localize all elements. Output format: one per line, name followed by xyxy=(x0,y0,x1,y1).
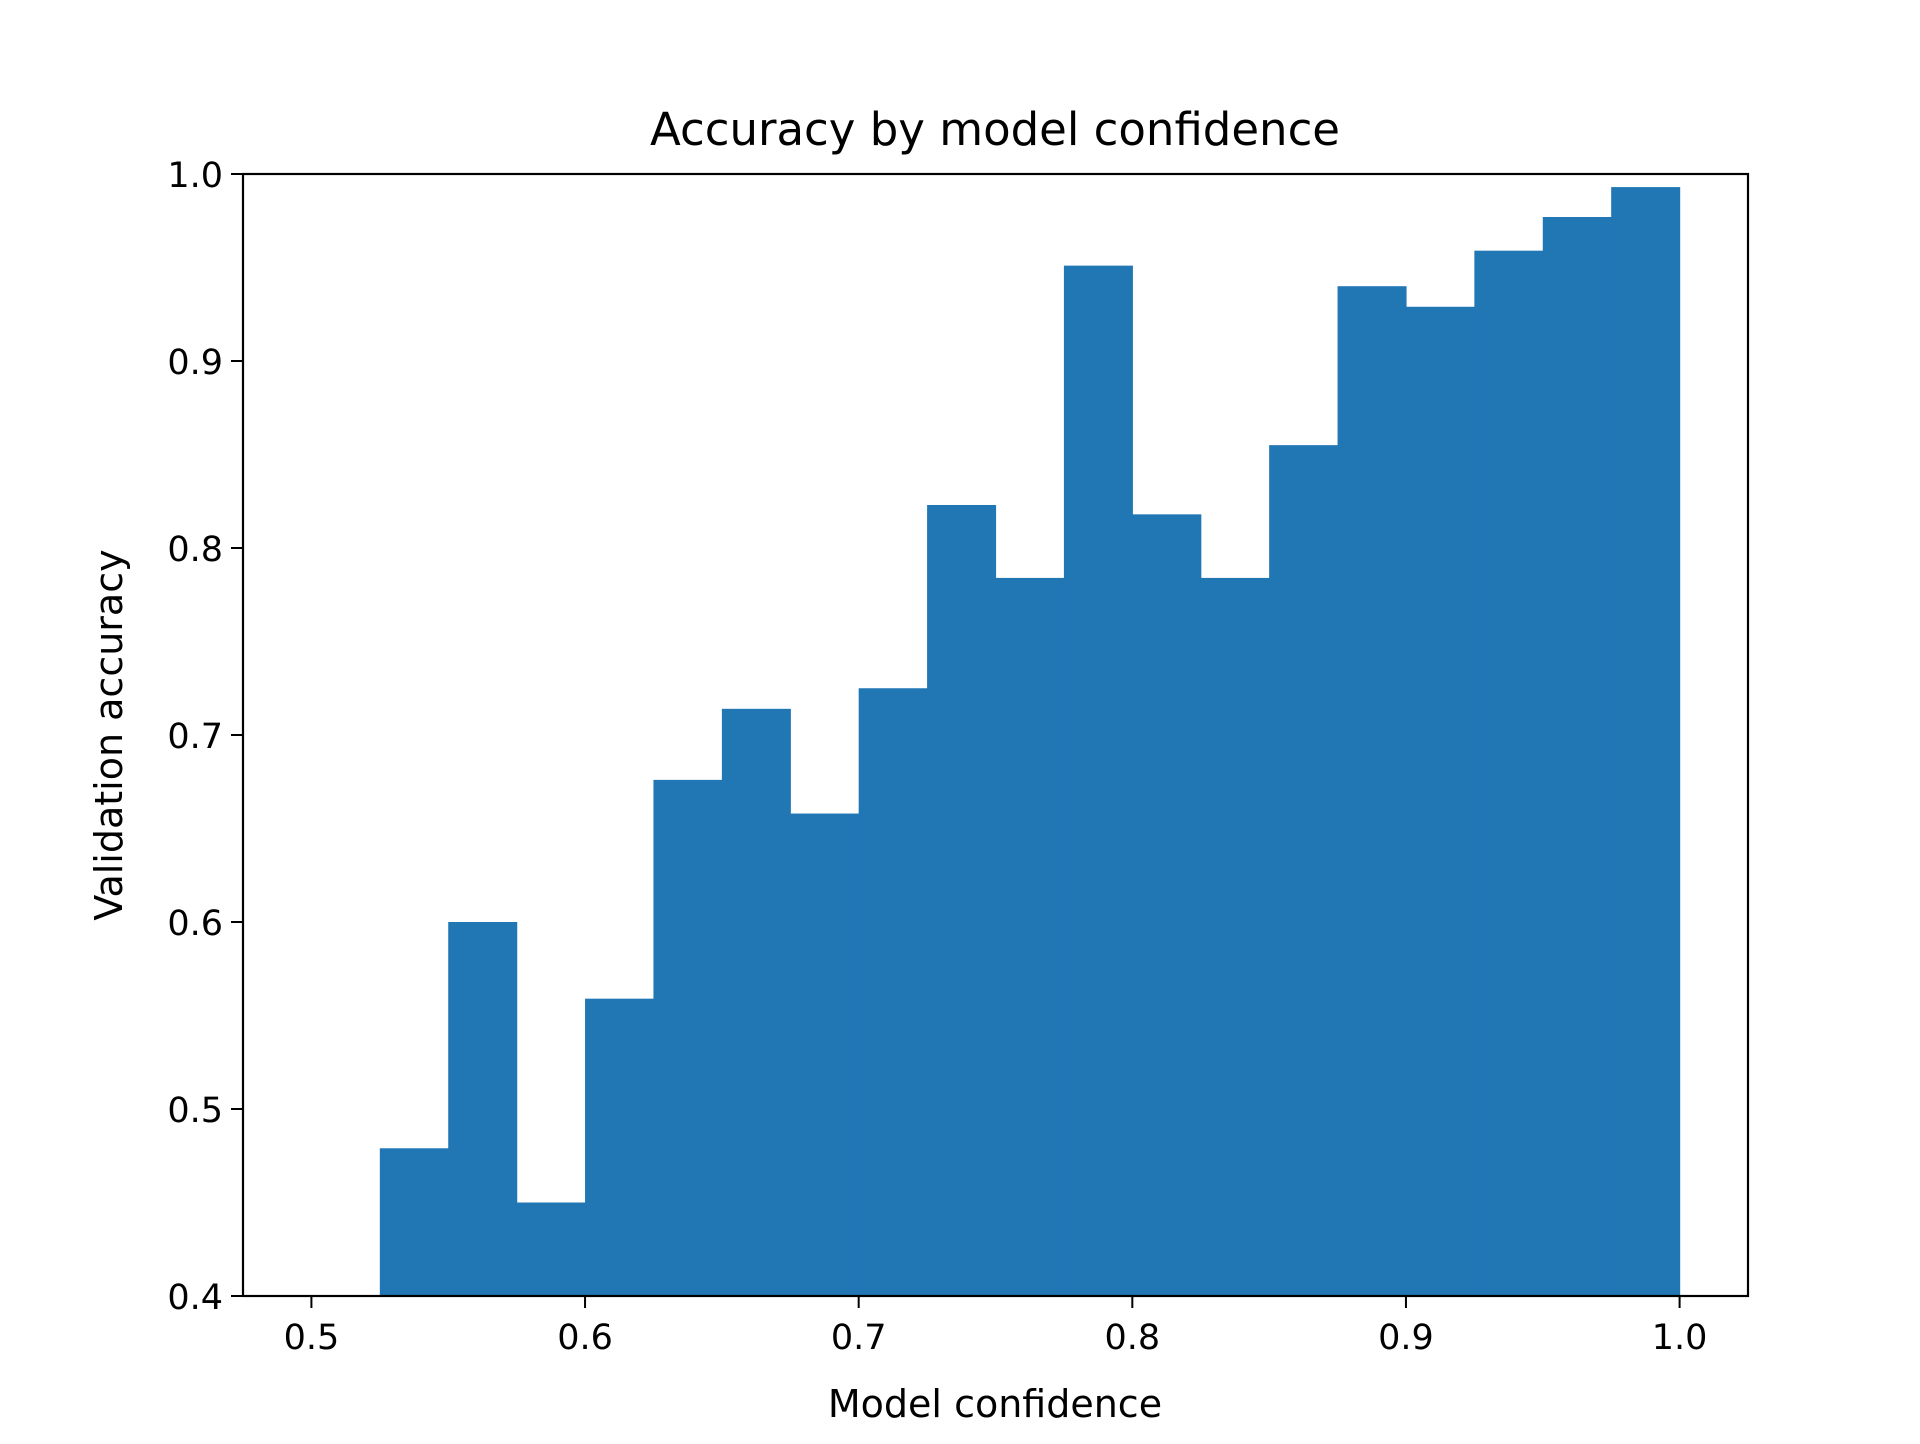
bar-4 xyxy=(653,779,723,1296)
bar-7 xyxy=(858,688,928,1296)
x-axis-ticks: 0.5 0.6 0.7 0.8 0.9 1.0 xyxy=(284,1296,1708,1358)
bar-16 xyxy=(1474,250,1544,1296)
bar-3 xyxy=(585,998,655,1296)
bar-11 xyxy=(1132,514,1202,1296)
bar-8 xyxy=(927,504,997,1296)
y-axis-ticks: 0.4 0.5 0.6 0.7 0.8 0.9 1.0 xyxy=(167,156,243,1318)
bar-0 xyxy=(379,1148,449,1296)
bar-10 xyxy=(1063,265,1133,1296)
y-axis-label: Validation accuracy xyxy=(87,549,131,920)
y-tick-label-4: 0.8 xyxy=(167,530,223,570)
y-tick-label-3: 0.7 xyxy=(167,717,223,757)
y-tick-label-0: 0.4 xyxy=(167,1278,223,1318)
bar-15 xyxy=(1405,306,1475,1296)
y-tick-label-5: 0.9 xyxy=(167,343,223,383)
bar-9 xyxy=(995,577,1065,1296)
y-tick-label-1: 0.5 xyxy=(167,1091,223,1131)
bar-12 xyxy=(1200,577,1270,1296)
x-tick-label-1: 0.6 xyxy=(557,1318,613,1358)
bar-18 xyxy=(1611,187,1681,1297)
x-tick-label-3: 0.8 xyxy=(1104,1318,1160,1358)
bar-13 xyxy=(1269,445,1339,1296)
y-tick-label-6: 1.0 xyxy=(167,156,223,196)
x-tick-label-4: 0.9 xyxy=(1378,1318,1434,1358)
bar-1 xyxy=(448,922,518,1296)
bar-5 xyxy=(721,708,791,1296)
chart-title: Accuracy by model confidence xyxy=(650,103,1340,156)
x-tick-label-0: 0.5 xyxy=(284,1318,340,1358)
x-tick-label-5: 1.0 xyxy=(1652,1318,1708,1358)
bar-14 xyxy=(1337,286,1407,1296)
x-axis-label: Model confidence xyxy=(828,1382,1162,1426)
x-tick-label-2: 0.7 xyxy=(831,1318,887,1358)
bar-2 xyxy=(516,1202,586,1296)
y-tick-label-2: 0.6 xyxy=(167,904,223,944)
bar-6 xyxy=(790,813,860,1296)
plot-frame xyxy=(241,172,1750,1298)
bars-group xyxy=(379,187,1681,1297)
bar-17 xyxy=(1542,217,1612,1296)
